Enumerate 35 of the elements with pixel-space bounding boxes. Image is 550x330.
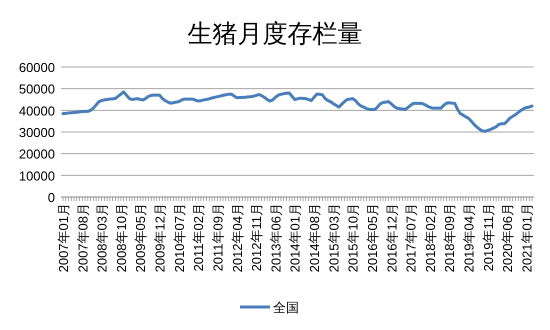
x-tick-label: 2015年03月	[326, 203, 342, 272]
x-tick-label: 2012年11月	[249, 203, 264, 272]
y-tick-label: 20000	[18, 146, 55, 162]
x-tick-label: 2015年10月	[346, 203, 361, 272]
x-tick-label: 2017年07月	[404, 203, 419, 272]
x-tick-label: 2019年11月	[480, 203, 496, 272]
legend-label: 全国	[273, 300, 299, 315]
x-tick-label: 2007年01月	[56, 203, 71, 272]
x-tick-label: 2009年05月	[133, 203, 148, 272]
y-tick-label: 40000	[18, 103, 55, 118]
x-tick-label: 2016年05月	[364, 203, 380, 272]
x-tick-label: 2011年09月	[210, 203, 226, 272]
x-tick-label: 2020年06月	[500, 203, 516, 272]
x-tick-label: 2008年10月	[114, 203, 129, 272]
x-tick-label: 2018年02月	[422, 203, 438, 272]
x-tick-label: 2007年08月	[75, 203, 90, 272]
x-tick-label: 2019年04月	[462, 203, 477, 272]
x-tick-label: 2021年01月	[519, 203, 534, 272]
x-tick-label: 2016年12月	[384, 203, 400, 272]
y-tick-label: 0	[48, 190, 55, 205]
x-tick-label: 2014年01月	[288, 203, 303, 272]
x-tick-label: 2018年09月	[442, 203, 458, 272]
y-tick-label: 60000	[18, 60, 55, 75]
x-tick-label: 2008年03月	[94, 203, 110, 272]
y-tick-label: 30000	[18, 125, 55, 140]
x-tick-label: 2013年06月	[268, 203, 284, 272]
x-tick-label: 2010年07月	[172, 203, 187, 272]
y-tick-label: 10000	[18, 168, 55, 184]
chart-title: 生猪月度存栏量	[188, 20, 362, 48]
x-tick-label: 2012年04月	[230, 203, 245, 272]
line-series	[62, 90, 534, 133]
x-tick-label: 2014年08月	[307, 203, 322, 272]
x-tick-label: 2009年12月	[152, 203, 168, 272]
x-tick-label: 2011年02月	[191, 203, 206, 272]
y-tick-label: 50000	[18, 82, 55, 97]
